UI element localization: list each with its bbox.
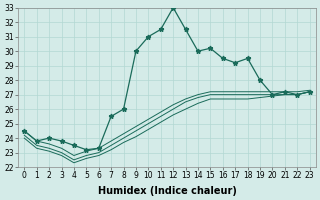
X-axis label: Humidex (Indice chaleur): Humidex (Indice chaleur) [98,186,236,196]
